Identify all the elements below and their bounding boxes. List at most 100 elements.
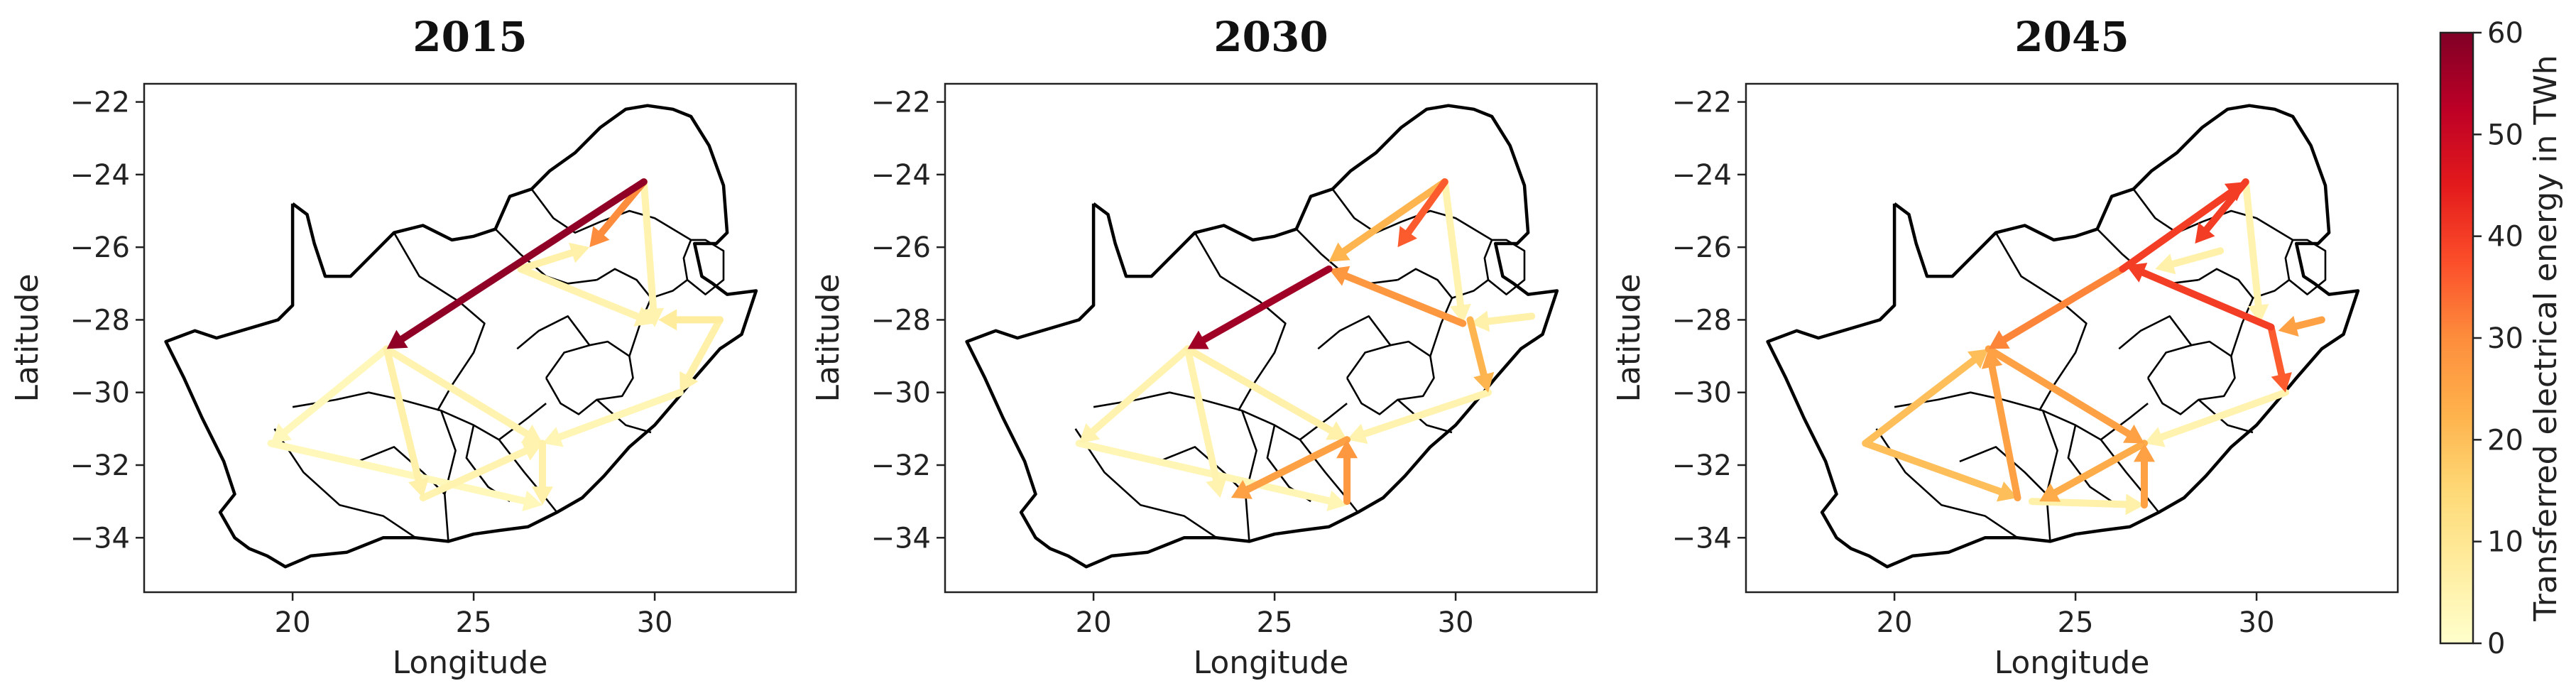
flow-arrowhead <box>532 486 553 506</box>
province-border <box>1397 398 1453 434</box>
province-border <box>530 188 692 241</box>
panel-title: 2030 <box>1213 13 1328 61</box>
province-border <box>2118 315 2193 350</box>
x-tick-label: 30 <box>637 606 673 639</box>
y-tick-label: −32 <box>70 449 130 482</box>
province-border <box>494 228 597 285</box>
province-border <box>1894 391 2149 441</box>
colorbar-tick-label: 0 <box>2487 628 2505 660</box>
flow-arrow <box>1347 388 1492 445</box>
panel-title: 2015 <box>413 13 527 61</box>
flow-line <box>1862 356 1978 447</box>
flow-line <box>281 345 391 435</box>
flow-arrow <box>1184 345 1348 440</box>
province-border <box>596 268 653 357</box>
flow-arrow <box>640 178 665 327</box>
colorbar-tick-label: 50 <box>2487 119 2523 151</box>
province-border <box>596 398 652 434</box>
flow-arrowhead <box>2278 315 2299 337</box>
x-tick-label: 20 <box>1877 606 1913 639</box>
flow-arrowhead <box>1326 490 1348 512</box>
flow-line <box>2242 178 2262 309</box>
province-border <box>1875 428 2019 539</box>
axes-frame <box>1745 82 2399 594</box>
flow-arrowhead <box>2039 483 2061 502</box>
flow-arrow <box>2039 440 2148 502</box>
province-border <box>2100 439 2160 513</box>
flow-arrowhead <box>2126 263 2148 283</box>
province-border <box>1074 428 1218 539</box>
eswatini-outline <box>1483 239 1526 295</box>
flow-arrowhead <box>521 441 542 461</box>
flow-layer <box>1862 178 2325 516</box>
flow-line <box>2028 498 2130 508</box>
flow-arrowhead <box>1328 242 1350 262</box>
flow-arrowhead <box>1326 421 1348 440</box>
x-tick-label: 30 <box>2239 606 2275 639</box>
flow-line <box>383 345 530 437</box>
flow-arrow <box>1336 440 1358 506</box>
flow-line <box>1200 265 1333 344</box>
y-tick-label: −34 <box>70 522 130 555</box>
colorbar-tick-label: 20 <box>2487 424 2523 457</box>
y-tick-label: −24 <box>871 159 931 192</box>
x-tick-label: 20 <box>1076 606 1112 639</box>
flow-arrow <box>2242 178 2269 324</box>
flow-line <box>2051 440 2148 496</box>
y-tick-label: −26 <box>70 231 130 264</box>
flow-arrow <box>386 178 648 349</box>
flow-arrow <box>1441 178 1471 324</box>
flow-arrow <box>1470 310 1536 332</box>
flow-arrowhead <box>520 425 542 444</box>
flow-arrow <box>383 345 542 444</box>
y-tick-label: −30 <box>871 377 931 410</box>
flow-arrowhead <box>1328 266 1350 286</box>
flow-arrow <box>1075 440 1348 512</box>
y-tick-label: −32 <box>871 449 931 482</box>
province-border <box>1317 315 1392 350</box>
flow-arrow <box>1397 178 1448 248</box>
eswatini-outline <box>2284 239 2327 295</box>
flow-arrow <box>2278 315 2325 337</box>
country-outline <box>164 104 758 569</box>
flow-line <box>1075 440 1333 505</box>
province-border <box>440 410 457 542</box>
x-tick-label: 25 <box>2058 606 2094 639</box>
flow-arrowhead <box>658 309 677 331</box>
province-border <box>1240 410 1257 542</box>
flow-arrowhead <box>1450 303 1471 324</box>
axes-frame <box>143 82 797 594</box>
panel-2030: 2030 20 25 30 −22 −24 −26 −28 −30 −32 −34 Longitud… <box>810 13 1598 681</box>
flow-arrow <box>1862 440 2018 502</box>
flow-line <box>419 447 530 502</box>
flow-arrow <box>419 441 542 502</box>
province-border <box>2067 425 2112 503</box>
province-border <box>273 428 417 539</box>
flow-arrowhead <box>1988 330 2010 349</box>
province-border <box>2198 398 2254 434</box>
flow-line <box>685 316 724 380</box>
flow-arrow <box>2126 263 2275 331</box>
y-tick-label: −24 <box>1672 159 1732 192</box>
panel-2045: 2045 20 25 30 −22 −24 −26 −28 −30 −32 −34 Longitud… <box>1611 13 2399 681</box>
flow-arrowhead <box>568 242 590 263</box>
lesotho-outline <box>1346 340 1435 415</box>
flow-line <box>1089 345 1191 435</box>
flow-arrow <box>1079 345 1191 444</box>
flow-arrowhead <box>1397 226 1417 248</box>
flow-arrowhead <box>680 371 699 393</box>
flow-arrowhead <box>2122 425 2144 444</box>
flow-arrow <box>1184 345 1227 498</box>
flow-line <box>1244 436 1351 493</box>
flow-arrow <box>1328 178 1448 262</box>
flow-arrow <box>517 265 655 327</box>
flow-line <box>267 440 528 505</box>
flow-arrow <box>2134 443 2155 509</box>
colorbar-tick-label: 40 <box>2487 221 2523 253</box>
y-tick-label: −30 <box>1672 377 1732 410</box>
flow-arrowhead <box>1079 422 1101 444</box>
y-tick-label: −22 <box>1672 87 1732 119</box>
province-border <box>1397 268 1453 357</box>
flow-line <box>2169 247 2225 268</box>
